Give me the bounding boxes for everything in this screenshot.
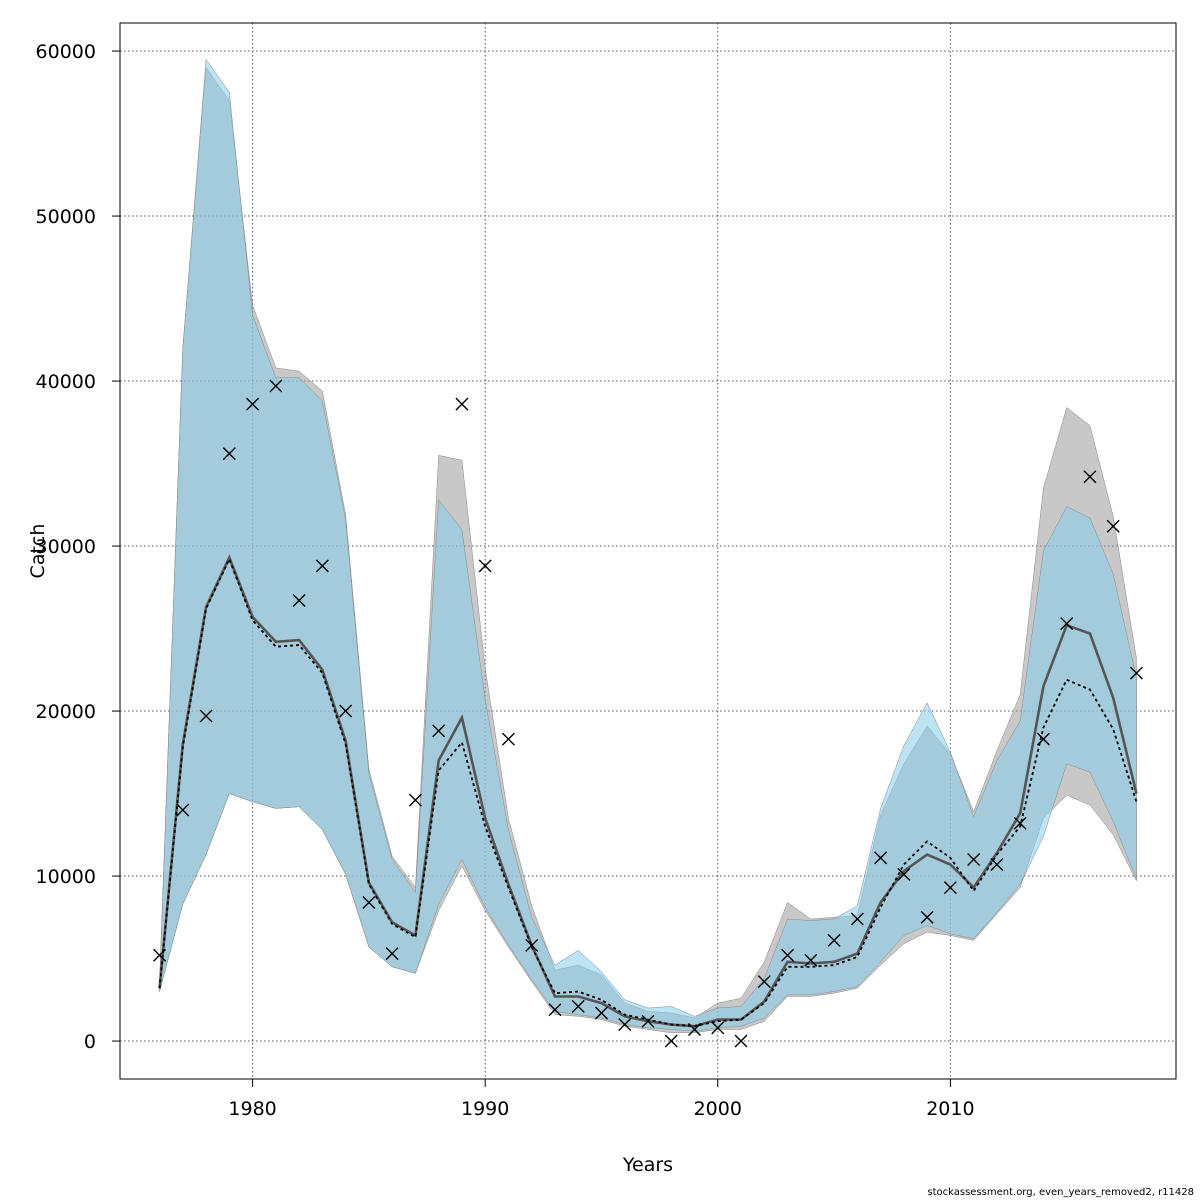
observed-point xyxy=(292,594,306,607)
observed-point xyxy=(874,851,888,865)
observed-point xyxy=(804,953,818,967)
confidence-band-blue_band xyxy=(159,58,1137,1032)
observed-point xyxy=(990,858,1004,871)
observed-point xyxy=(1013,816,1027,830)
observed-point xyxy=(850,912,864,926)
observed-point xyxy=(455,397,469,411)
observed-point xyxy=(478,559,492,573)
source-credit: stockassessment.org, even_years_removed2… xyxy=(927,1187,1194,1198)
x-tick-label: 1980 xyxy=(228,1098,276,1120)
observed-point xyxy=(571,999,585,1013)
confidence-bands xyxy=(159,58,1137,1034)
observed-point xyxy=(408,793,422,807)
y-tick-label: 20000 xyxy=(36,701,96,723)
observed-point xyxy=(548,1003,562,1017)
axes: 1980 1990 2000 2010 0 10000 20000 30000 40000 500… xyxy=(36,41,975,1120)
observed-point xyxy=(525,938,539,952)
y-tick-label: 40000 xyxy=(36,371,96,393)
observed-point xyxy=(757,975,771,989)
y-tick-label: 30000 xyxy=(36,536,96,558)
observed-point xyxy=(1083,470,1097,484)
observed-point xyxy=(501,732,515,746)
x-axis-title: Years xyxy=(622,1154,673,1176)
observed-point xyxy=(1036,732,1050,746)
estimate-line-blue_line xyxy=(158,556,1138,1028)
y-tick-label: 10000 xyxy=(36,866,96,888)
observed-point xyxy=(339,704,353,718)
observed-point xyxy=(688,1023,702,1036)
observed-point xyxy=(222,447,236,461)
observed-point xyxy=(246,397,260,411)
observed-point xyxy=(781,948,795,962)
observed-point xyxy=(967,853,981,867)
observed-point xyxy=(594,1006,608,1020)
observed-point xyxy=(664,1034,678,1048)
observed-point xyxy=(711,1021,725,1035)
observed-point xyxy=(315,559,329,573)
observed-point xyxy=(269,379,283,393)
plot-frame xyxy=(119,22,1177,1080)
observed-catch-points xyxy=(153,379,1143,1048)
y-axis-title: Catch xyxy=(27,524,49,579)
observed-point xyxy=(1106,519,1120,533)
x-tick-label: 2000 xyxy=(694,1098,742,1120)
observed-point xyxy=(920,910,934,924)
observed-point xyxy=(1129,666,1143,680)
observed-point xyxy=(641,1014,655,1028)
observed-point xyxy=(153,948,167,962)
observed-point xyxy=(827,933,841,947)
observed-point xyxy=(199,709,213,723)
y-tick-label: 50000 xyxy=(36,206,96,228)
observed-point xyxy=(618,1018,632,1032)
observed-point xyxy=(385,947,399,961)
y-tick-label: 60000 xyxy=(36,41,96,63)
observed-point xyxy=(432,724,446,738)
x-tick-label: 2010 xyxy=(926,1098,974,1120)
observed-point xyxy=(897,867,911,881)
observed-point xyxy=(176,803,190,817)
observed-point xyxy=(734,1034,748,1048)
x-tick-label: 1990 xyxy=(461,1098,509,1120)
observed-point xyxy=(1060,617,1074,631)
observed-point xyxy=(362,895,376,909)
observed-point xyxy=(943,881,957,895)
y-tick-label: 0 xyxy=(84,1031,96,1053)
